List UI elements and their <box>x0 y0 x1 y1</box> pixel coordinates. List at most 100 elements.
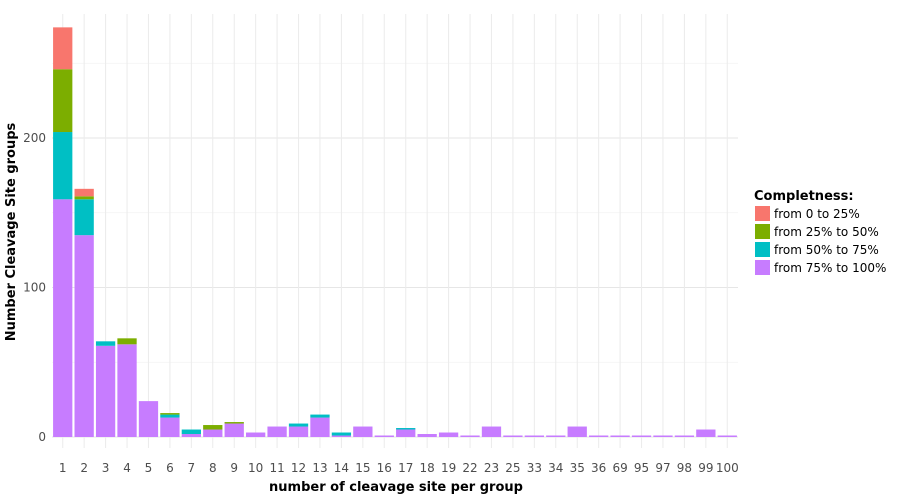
x-tick-label: 11 <box>269 461 284 475</box>
bar-segment <box>331 432 352 436</box>
x-tick-label: 8 <box>209 461 217 475</box>
bar-segment <box>460 435 480 437</box>
bar-segment <box>417 434 437 437</box>
x-tick-label: 17 <box>398 461 413 475</box>
x-tick-label: 7 <box>188 461 196 475</box>
bar-segment <box>288 426 309 437</box>
bar-segment <box>74 188 94 197</box>
bar-segment <box>74 199 94 236</box>
x-tick-label: 18 <box>420 461 435 475</box>
x-tick-label: 19 <box>441 461 456 475</box>
x-tick-label: 95 <box>634 461 649 475</box>
x-axis-label: number of cleavage site per group <box>269 480 523 495</box>
x-tick-label: 6 <box>166 461 174 475</box>
x-tick-label: 22 <box>462 461 477 475</box>
x-tick-label: 35 <box>570 461 585 475</box>
bar-segment <box>546 435 566 437</box>
x-tick-label: 13 <box>312 461 327 475</box>
bar-segment <box>203 429 223 437</box>
y-tick-labels: 0 100 200 <box>23 131 46 444</box>
bar-segment <box>631 435 652 437</box>
x-tick-label: 97 <box>655 461 670 475</box>
bar-segment <box>53 69 73 133</box>
bar-segment <box>524 435 544 437</box>
x-tick-label: 14 <box>334 461 349 475</box>
bar-segment <box>353 426 373 437</box>
y-axis-label: Number Cleavage Site groups <box>4 122 19 341</box>
x-tick-label: 34 <box>548 461 563 475</box>
x-tick-label: 23 <box>484 461 499 475</box>
legend: Completness: from 0 to 25% from 25% to 50… <box>754 189 886 275</box>
x-tick-label: 3 <box>102 461 110 475</box>
bar-segment <box>674 435 695 437</box>
x-tick-label: 1 <box>59 461 67 475</box>
bar-segment <box>224 423 244 437</box>
x-tick-label: 5 <box>145 461 153 475</box>
bar-segment <box>53 199 73 437</box>
legend-label: from 25% to 50% <box>774 225 879 239</box>
bar-segment <box>138 401 159 437</box>
bar-segment <box>610 435 630 437</box>
x-tick-label: 12 <box>291 461 306 475</box>
bar-segment <box>74 235 94 437</box>
bar-segment <box>246 432 266 437</box>
bars <box>53 27 737 437</box>
bar-segment <box>117 344 137 437</box>
bar-segment <box>181 434 201 437</box>
legend-label: from 75% to 100% <box>774 261 886 275</box>
legend-swatch <box>755 206 770 221</box>
legend-swatch <box>755 242 770 257</box>
bar-segment <box>481 426 502 437</box>
x-tick-label: 69 <box>612 461 627 475</box>
bar-segment <box>95 345 116 437</box>
bar-segment <box>160 413 180 415</box>
legend-label: from 50% to 75% <box>774 243 879 257</box>
bar-segment <box>267 426 287 437</box>
legend-swatch <box>755 260 770 275</box>
x-tick-label: 36 <box>591 461 606 475</box>
bar-segment <box>203 425 223 430</box>
bar-segment <box>117 338 137 345</box>
bar-segment <box>160 414 180 418</box>
bar-segment <box>696 429 716 437</box>
bar-segment <box>160 417 180 437</box>
x-tick-label: 100 <box>716 461 739 475</box>
y-tick-label: 200 <box>23 131 46 145</box>
bar-segment <box>653 435 673 437</box>
x-tick-label: 10 <box>248 461 263 475</box>
x-tick-label: 25 <box>505 461 520 475</box>
legend-swatch <box>755 224 770 239</box>
x-tick-label: 15 <box>355 461 370 475</box>
x-tick-label: 16 <box>377 461 392 475</box>
bar-segment <box>396 428 416 430</box>
x-tick-label: 2 <box>80 461 88 475</box>
y-tick-label: 100 <box>23 281 46 295</box>
bar-segment <box>331 435 352 437</box>
bar-segment <box>53 132 73 200</box>
x-tick-label: 99 <box>698 461 713 475</box>
bar-segment <box>503 435 523 437</box>
grid <box>52 14 738 448</box>
bar-segment <box>181 429 201 435</box>
bar-segment <box>95 341 116 346</box>
bar-segment <box>374 435 394 437</box>
x-tick-label: 9 <box>230 461 238 475</box>
bar-segment <box>396 429 416 437</box>
legend-title: Completness: <box>754 189 854 204</box>
bar-segment <box>74 196 94 200</box>
bar-segment <box>53 27 73 70</box>
bar-segment <box>288 423 309 427</box>
bar-segment <box>717 435 737 437</box>
x-tick-label: 98 <box>677 461 692 475</box>
bar-segment <box>589 435 609 437</box>
x-tick-label: 4 <box>123 461 131 475</box>
legend-label: from 0 to 25% <box>774 207 860 221</box>
y-tick-label: 0 <box>38 430 46 444</box>
bar-segment <box>224 422 244 424</box>
bar-segment <box>438 432 459 437</box>
bar-segment <box>310 417 330 437</box>
x-tick-labels: 1 2 3 4 5 6 7 8 9 10 11 12 13 14 15 16 17 18 19 22 23 25 33 34 3… <box>59 461 739 475</box>
x-tick-label: 33 <box>527 461 542 475</box>
